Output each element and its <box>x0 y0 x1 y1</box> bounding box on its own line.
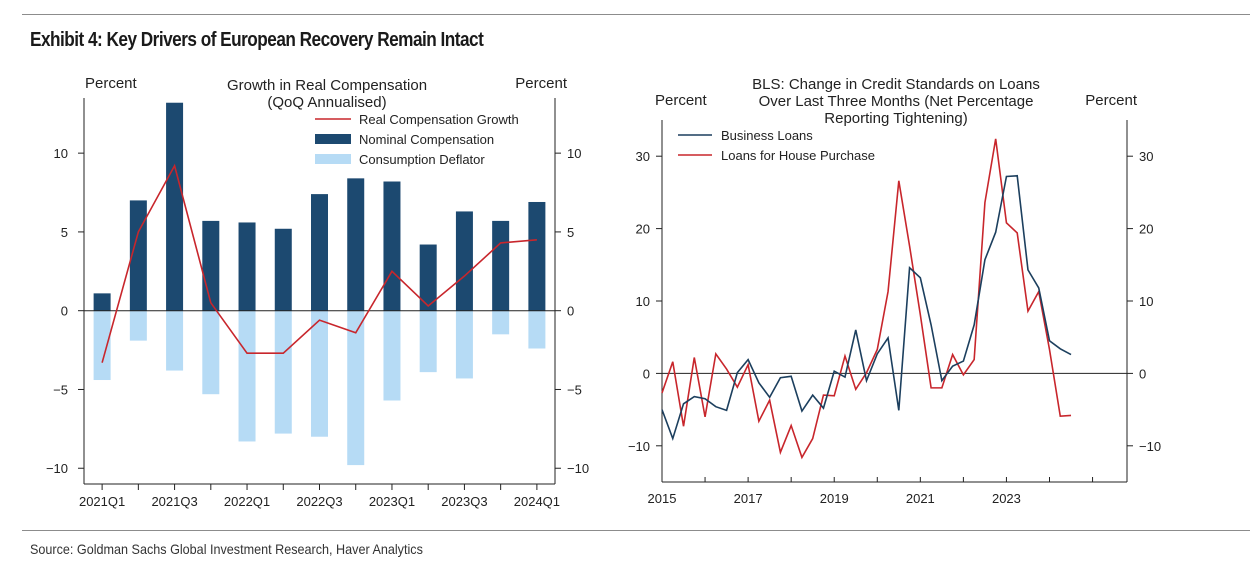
deflator-bar <box>347 310 365 466</box>
deflator-bar <box>455 310 473 379</box>
right-chart-xtick-label: 2019 <box>820 491 849 506</box>
left-chart-ytick-label-right: −10 <box>567 461 589 476</box>
deflator-bar <box>274 310 292 434</box>
right-chart-title-line-1: BLS: Change in Credit Standards on Loans <box>752 76 1040 93</box>
nominal-bar <box>238 222 256 311</box>
left-chart-ytick-label-right: 5 <box>567 225 574 240</box>
legend-swatch-nominal <box>315 134 351 144</box>
left-chart-ytick-label-right: 0 <box>567 304 574 319</box>
left-chart-xtick-label: 2021Q1 <box>79 494 125 509</box>
deflator-bar <box>166 310 184 371</box>
nominal-bar <box>347 178 365 311</box>
deflator-bar <box>93 310 111 381</box>
real-compensation-line <box>101 163 537 363</box>
deflator-bar <box>238 310 256 442</box>
legend-label-business: Business Loans <box>721 128 813 143</box>
nominal-bar <box>528 201 546 311</box>
nominal-bar <box>129 200 147 311</box>
nominal-bar <box>383 181 401 311</box>
left-chart-xtick-label: 2023Q3 <box>441 494 487 509</box>
left-chart-ytick-label-right: 10 <box>567 146 581 161</box>
right-chart-ytick-label-left: −10 <box>628 439 650 454</box>
left-chart-xtick-label: 2022Q3 <box>296 494 342 509</box>
left-chart-title-line-1: Growth in Real Compensation <box>227 77 427 94</box>
nominal-bar <box>492 220 510 311</box>
legend-label-deflator: Consumption Deflator <box>359 152 485 167</box>
left-chart-ytick-label-right: −5 <box>567 382 582 397</box>
right-chart-ytick-label-left: 20 <box>636 222 650 237</box>
right-chart-ytick-label-right: 30 <box>1139 149 1153 164</box>
right-chart-ytick-label-right: 10 <box>1139 294 1153 309</box>
left-chart-xtick-label: 2021Q3 <box>151 494 197 509</box>
deflator-bar <box>528 310 546 349</box>
nominal-bar <box>166 102 184 311</box>
deflator-bar <box>311 310 328 437</box>
left-chart-xtick-label: 2024Q1 <box>514 494 560 509</box>
exhibit-title: Exhibit 4: Key Drivers of European Recov… <box>30 29 484 51</box>
left-chart-title-line-2: (QoQ Annualised) <box>267 94 386 111</box>
right-chart-ytick-label-left: 30 <box>636 149 650 164</box>
deflator-bar <box>129 310 147 341</box>
right-chart-ytick-label-right: 20 <box>1139 222 1153 237</box>
legend-swatch-deflator <box>315 154 351 164</box>
deflator-bar <box>419 310 437 373</box>
right-chart-xtick-label: 2021 <box>906 491 935 506</box>
left-chart-ylabel-left: Percent <box>85 75 138 92</box>
top-rule <box>22 14 1250 15</box>
left-chart-xtick-label: 2022Q1 <box>224 494 270 509</box>
deflator-bar <box>492 310 510 335</box>
right-chart-xtick-label: 2017 <box>734 491 763 506</box>
nominal-bar <box>311 194 328 311</box>
legend-label-real: Real Compensation Growth <box>359 112 519 127</box>
nominal-bar <box>202 220 220 311</box>
source-note: Source: Goldman Sachs Global Investment … <box>30 541 423 557</box>
left-chart-ytick-label-left: 10 <box>54 146 68 161</box>
right-chart-ylabel-left: Percent <box>655 92 708 109</box>
left-chart-ytick-label-left: −10 <box>46 461 68 476</box>
deflator-bar <box>383 310 401 401</box>
legend-label-nominal: Nominal Compensation <box>359 132 494 147</box>
left-chart-ytick-label-left: 5 <box>61 225 68 240</box>
legend-label-house: Loans for House Purchase <box>721 148 875 163</box>
right-chart-xtick-label: 2023 <box>992 491 1021 506</box>
right-chart-ytick-label-left: 10 <box>636 294 650 309</box>
deflator-bar <box>202 310 220 395</box>
left-chart-ytick-label-left: 0 <box>61 304 68 319</box>
right-chart-ylabel-right: Percent <box>1085 92 1138 109</box>
right-chart-xtick-label: 2015 <box>648 491 677 506</box>
right-chart-ytick-label-right: 0 <box>1139 366 1146 381</box>
bottom-rule <box>22 530 1250 531</box>
right-chart-title-line-2: Over Last Three Months (Net Percentage <box>759 93 1034 110</box>
business-loans-line <box>661 174 1072 442</box>
left-chart-ylabel-right: Percent <box>515 75 568 92</box>
nominal-bar <box>274 228 292 311</box>
nominal-bar <box>455 211 473 311</box>
left-chart-ytick-label-left: −5 <box>53 382 68 397</box>
nominal-bar <box>419 244 437 311</box>
nominal-bar <box>93 293 111 311</box>
right-chart-ytick-label-left: 0 <box>643 366 650 381</box>
right-chart-title-line-3: Reporting Tightening) <box>824 110 967 127</box>
left-chart-xtick-label: 2023Q1 <box>369 494 415 509</box>
right-chart-ytick-label-right: −10 <box>1139 439 1161 454</box>
